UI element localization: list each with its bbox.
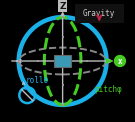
FancyBboxPatch shape [75,4,124,23]
Text: Z: Z [59,2,66,11]
FancyBboxPatch shape [54,55,71,67]
Text: pitchφ: pitchφ [94,85,122,94]
Text: Gravity: Gravity [83,9,115,18]
Text: rollθ: rollθ [26,76,49,85]
Ellipse shape [114,56,125,66]
Text: x: x [118,56,122,66]
